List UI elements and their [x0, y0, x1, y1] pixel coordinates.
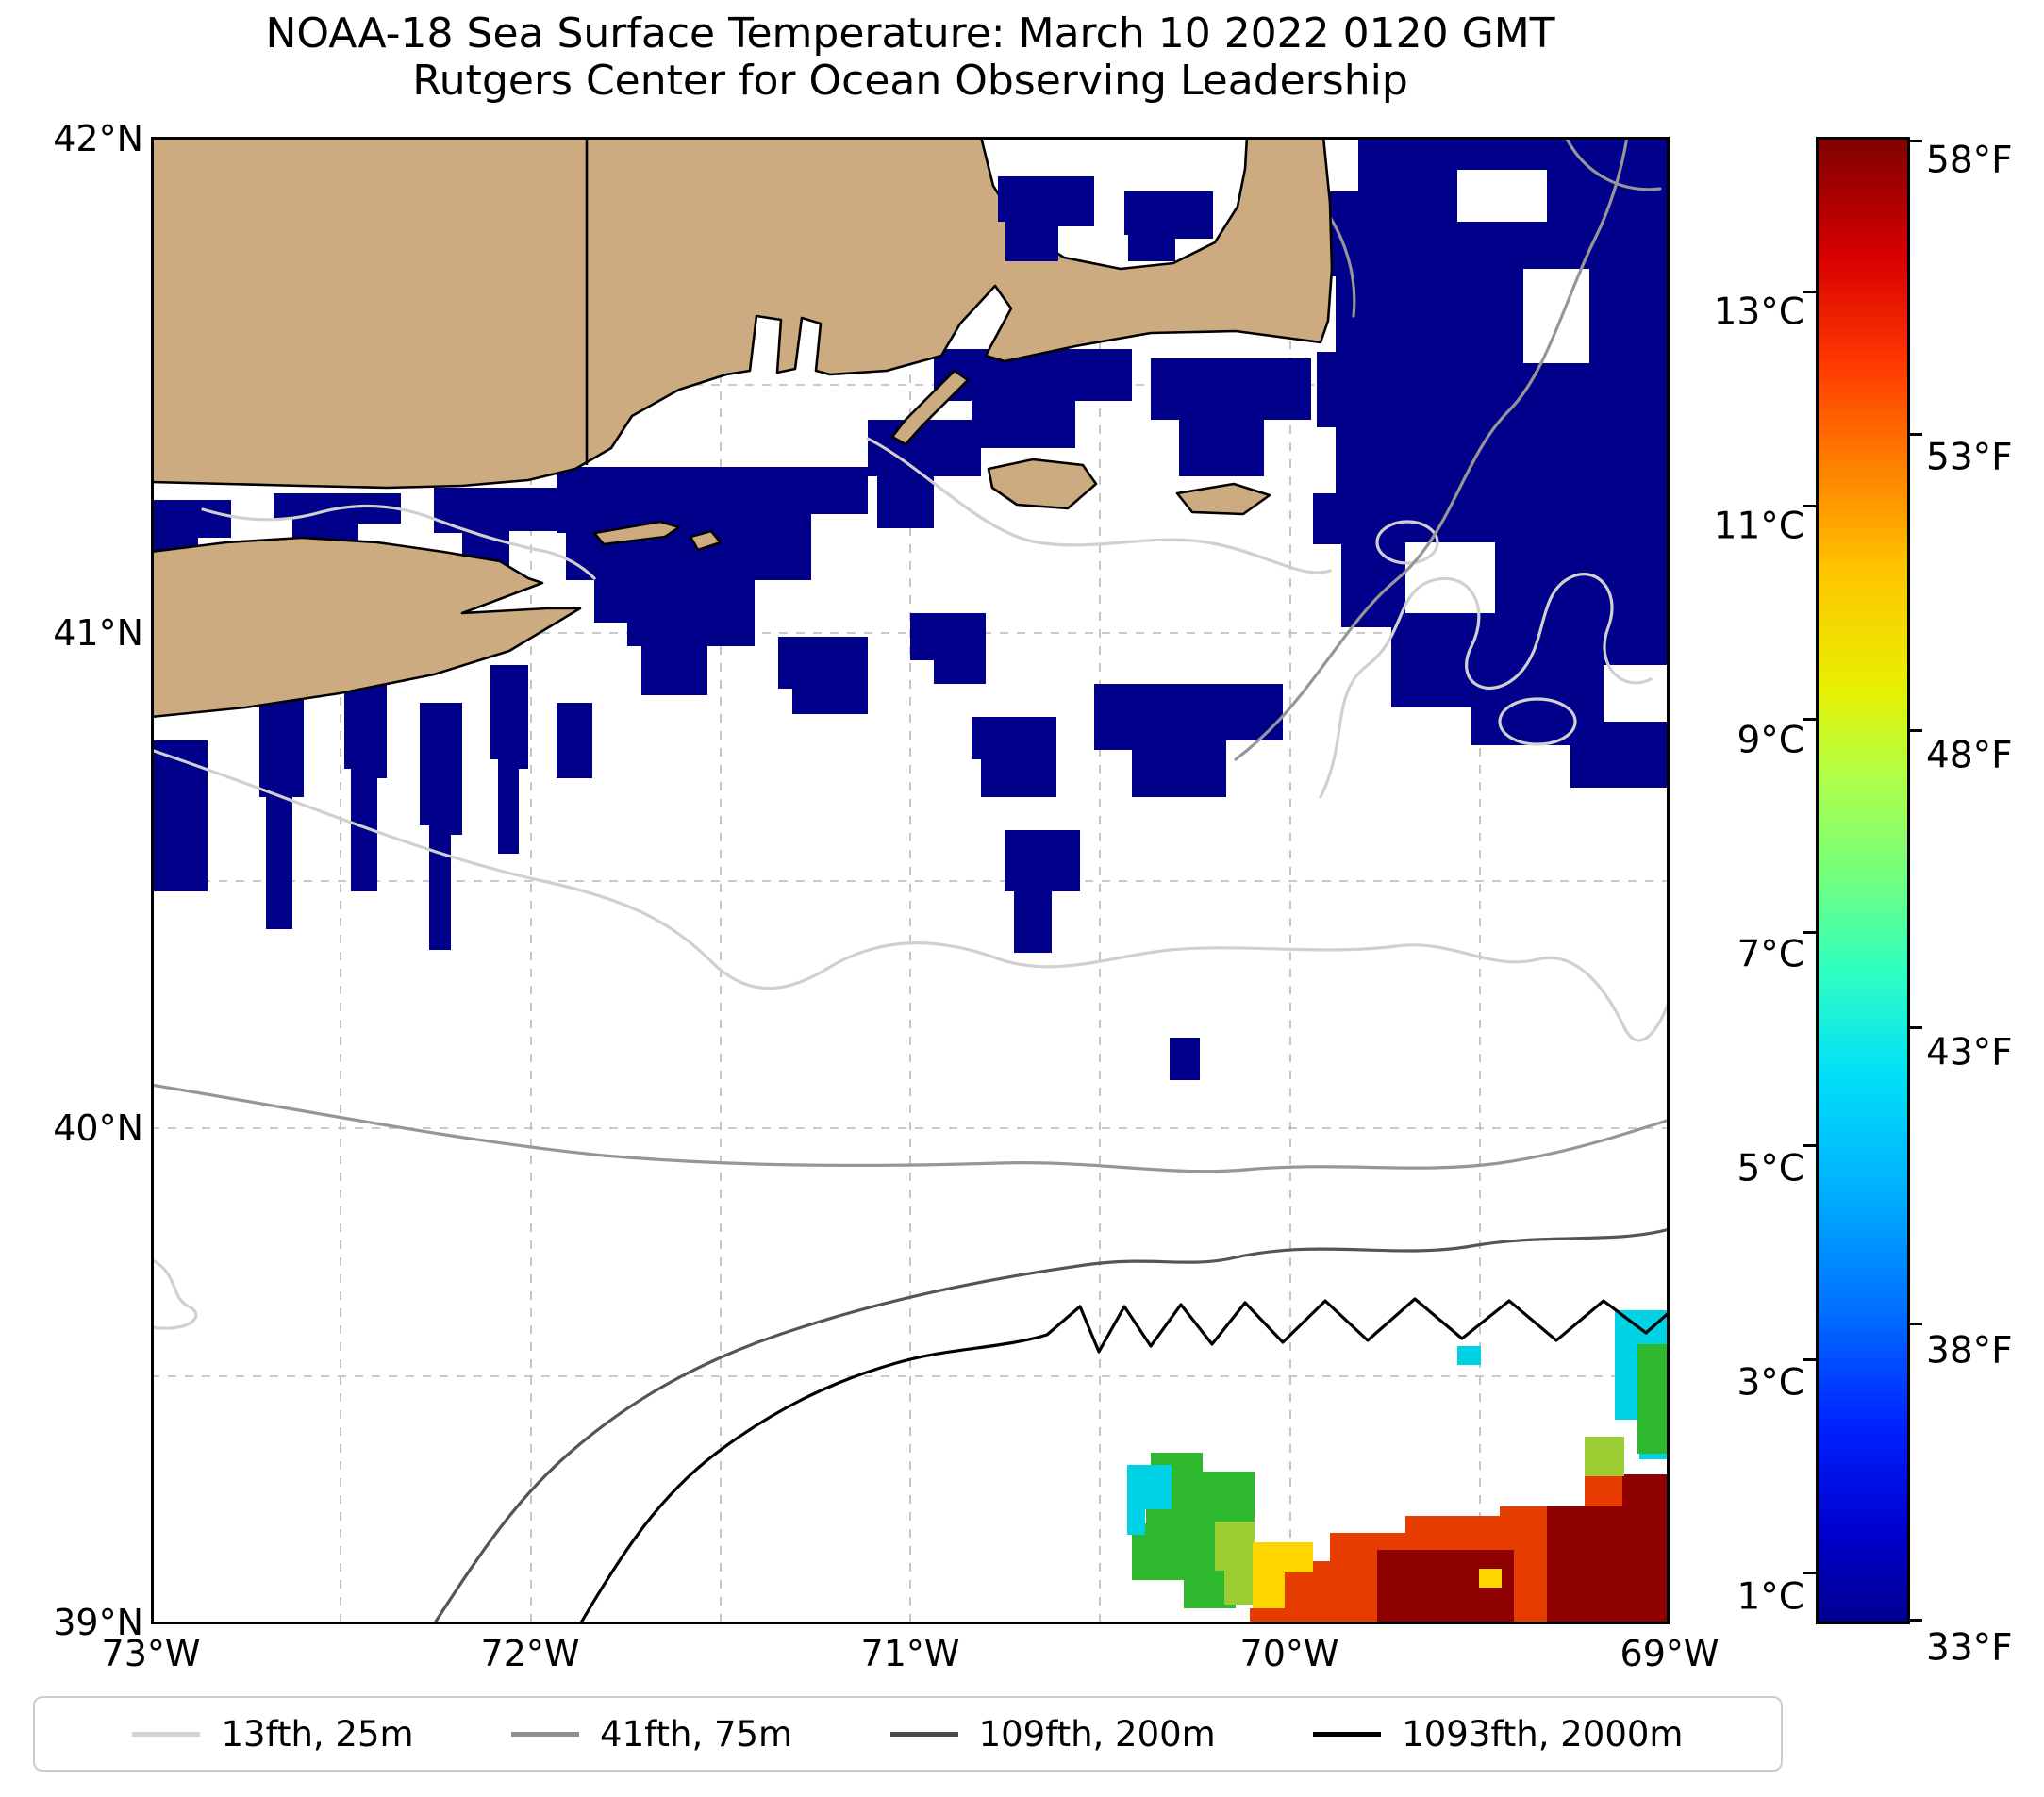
colorbar-tick — [1907, 729, 1922, 733]
sst-darkred-edge — [1622, 1474, 1670, 1516]
x-tick-label: 71°W — [860, 1633, 960, 1674]
colorbar-tick — [1907, 1619, 1922, 1622]
fishers-island-chain — [592, 520, 681, 546]
y-tick-label: 41°N — [53, 612, 143, 654]
sst-darkred-core-1 — [1377, 1550, 1514, 1624]
marthas-vineyard — [987, 458, 1098, 510]
colorbar-celsius-label: 11°C — [1713, 505, 1804, 548]
colorbar-tick — [1803, 1144, 1819, 1148]
contour-line-swatch-25m — [132, 1731, 201, 1737]
nantucket — [1175, 482, 1271, 516]
colorbar-fahrenheit-label: 38°F — [1926, 1329, 2013, 1373]
colorbar-tick — [1907, 1025, 1922, 1029]
sst-cyan-patch — [1127, 1465, 1172, 1535]
colorbar-celsius-label: 1°C — [1737, 1575, 1804, 1619]
sst-cyan-dot — [1457, 1346, 1481, 1365]
colorbar-celsius-label: 3°C — [1737, 1361, 1804, 1405]
colorbar-tick — [1803, 291, 1819, 294]
colorbar-celsius-label: 13°C — [1713, 291, 1804, 334]
colorbar-tick — [1803, 1357, 1819, 1361]
legend-item-label: 1093fth, 2000m — [1402, 1713, 1684, 1755]
x-tick-label: 73°W — [101, 1633, 201, 1674]
map-frame — [151, 137, 1670, 1624]
legend-item: 1093fth, 2000m — [1313, 1714, 1683, 1755]
x-tick-label: 72°W — [480, 1633, 580, 1674]
cold-sst-layer — [151, 137, 1670, 1080]
colorbar-tick — [1803, 717, 1819, 721]
colorbar-tick — [1907, 1322, 1922, 1325]
colorbar-gradient — [1803, 137, 1922, 1624]
colorbar-tick — [1803, 931, 1819, 935]
sst-darkred-core-2 — [1547, 1506, 1670, 1624]
contour-line-swatch-75m — [511, 1731, 580, 1737]
legend-item-label: 13fth, 25m — [221, 1713, 414, 1755]
sst-yellow-fringe — [1253, 1542, 1313, 1608]
map-svg — [151, 137, 1670, 1624]
colorbar-tick — [1907, 140, 1922, 143]
elizabeth-islands — [890, 369, 970, 446]
y-tick-label: 39°N — [53, 1602, 143, 1643]
contour-line-swatch-200m — [889, 1731, 958, 1737]
legend-item: 109fth, 200m — [889, 1713, 1216, 1755]
x-tick-label: 69°W — [1620, 1633, 1720, 1674]
colorbar-celsius-label: 9°C — [1737, 719, 1804, 762]
y-tick-label: 42°N — [53, 118, 143, 159]
sst-yellowgreen-bit — [1585, 1437, 1624, 1476]
colorbar-fahrenheit-label: 43°F — [1926, 1031, 2013, 1074]
contour-legend: 13fth, 25m 41fth, 75m 109fth, 200m 1093f… — [33, 1696, 1783, 1772]
colorbar-fahrenheit-label: 33°F — [1926, 1626, 2013, 1670]
colorbar-celsius-label: 7°C — [1737, 933, 1804, 976]
colorbar-fahrenheit-label: 53°F — [1926, 436, 2013, 479]
plot-title: NOAA-18 Sea Surface Temperature: March 1… — [265, 9, 1555, 58]
sst-yellow-dot — [1479, 1569, 1502, 1588]
depth-contour-25m — [151, 437, 1670, 1330]
cloud-holes — [1405, 170, 1670, 722]
legend-item-label: 41fth, 75m — [600, 1713, 793, 1755]
long-island — [151, 536, 582, 719]
colorbar-tick — [1803, 504, 1819, 507]
legend-item: 13fth, 25m — [132, 1713, 414, 1755]
legend-item-label: 109fth, 200m — [978, 1713, 1216, 1755]
colorbar-celsius-label: 5°C — [1737, 1147, 1804, 1190]
colorbar-fahrenheit-label: 48°F — [1926, 734, 2013, 777]
plot-subtitle: Rutgers Center for Ocean Observing Leade… — [412, 57, 1408, 105]
colorbar-tick — [1803, 1571, 1819, 1574]
bay-cold-sst — [998, 176, 1213, 261]
x-tick-label: 70°W — [1239, 1633, 1339, 1674]
contour-line-swatch-2000m — [1313, 1731, 1382, 1737]
y-tick-label: 40°N — [53, 1107, 143, 1149]
sst-yellowgreen-streak — [1215, 1522, 1255, 1605]
colorbar-tick — [1907, 433, 1922, 437]
legend-item: 41fth, 75m — [511, 1714, 792, 1755]
sst-green-column — [1637, 1344, 1670, 1454]
colorbar-fahrenheit-label: 58°F — [1926, 139, 2013, 182]
map-plot — [151, 137, 1670, 1624]
depth-contour-200m — [432, 1227, 1670, 1624]
depth-contour-2000m — [578, 1297, 1670, 1624]
block-island — [689, 529, 723, 552]
warm-sst-layer — [1127, 1310, 1670, 1624]
